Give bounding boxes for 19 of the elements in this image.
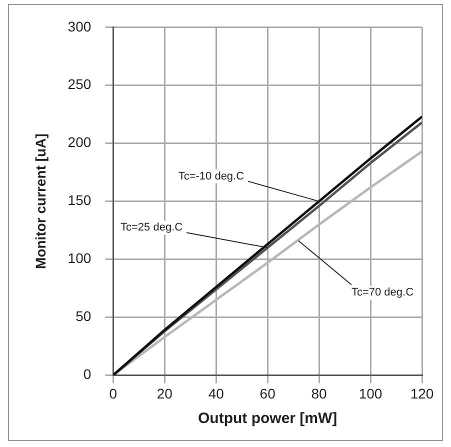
annotation: Tc=25 deg.C xyxy=(120,222,183,234)
y-tick-label: 150 xyxy=(68,192,92,208)
y-tick-label: 250 xyxy=(68,76,92,92)
x-tick-label: 0 xyxy=(109,385,118,402)
x-tick-label: 40 xyxy=(208,385,224,402)
x-tick-label: 80 xyxy=(311,385,328,402)
y-tick-label: 50 xyxy=(76,308,92,324)
y-tick-label: 0 xyxy=(83,366,92,382)
y-tick-label: 300 xyxy=(68,18,92,34)
annotation: Tc=-10 deg.C xyxy=(178,170,244,182)
y-tick-label: 200 xyxy=(68,134,92,150)
x-tick-label: 100 xyxy=(358,385,382,402)
y-tick-label: 100 xyxy=(68,250,92,266)
annotation: Tc=70 deg.C xyxy=(351,286,414,299)
y-axis-title: Monitor current [uA] xyxy=(32,134,48,269)
x-tick-label: 120 xyxy=(410,385,434,402)
x-tick-label: 60 xyxy=(260,385,276,402)
x-tick-label: 20 xyxy=(156,385,173,402)
x-axis-title: Output power [mW] xyxy=(198,410,338,428)
